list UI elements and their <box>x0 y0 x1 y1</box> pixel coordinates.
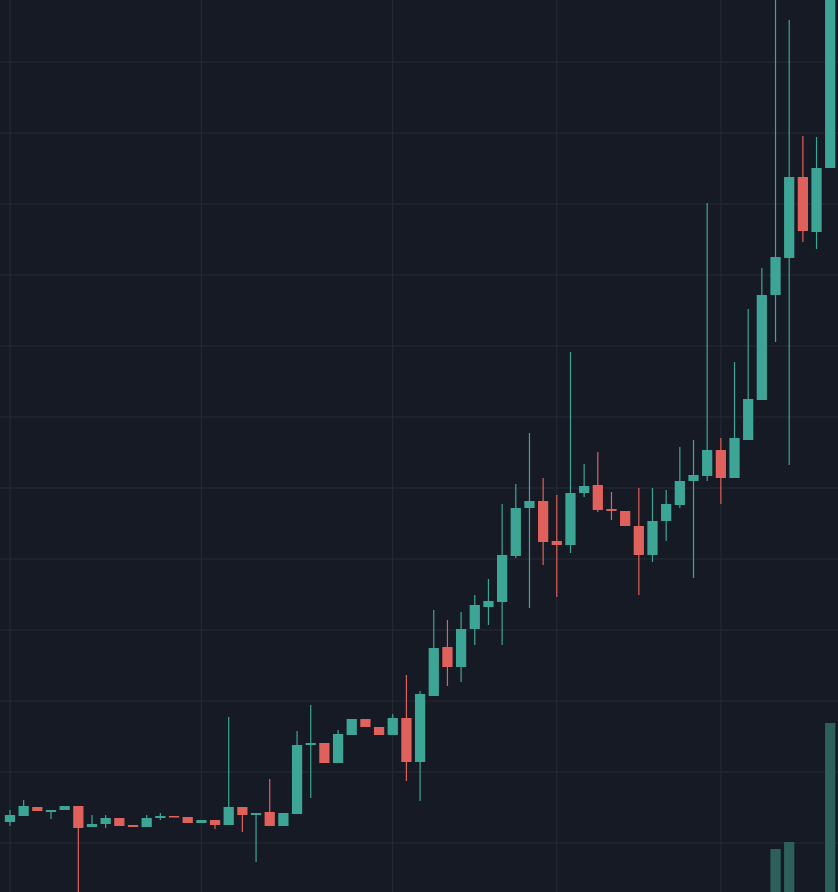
candle-body <box>373 727 385 735</box>
candle-body <box>59 806 70 810</box>
candle-body <box>237 807 248 815</box>
candle-body <box>524 501 535 508</box>
volume-bar <box>784 842 795 892</box>
candle-body <box>332 734 344 763</box>
volume-bar <box>770 849 781 892</box>
candle-body <box>127 825 139 827</box>
candle-body <box>387 718 398 735</box>
candle-body <box>633 526 644 555</box>
candle-body <box>496 555 508 602</box>
candle-body <box>86 824 98 827</box>
candle-body <box>770 257 781 295</box>
candle-body <box>141 818 152 827</box>
candle-body <box>168 816 180 818</box>
candle-body <box>414 694 426 762</box>
candle-body <box>510 508 521 556</box>
candle-body <box>565 493 576 545</box>
candle-body <box>538 501 549 542</box>
candle-body <box>278 813 289 826</box>
candle-body <box>688 475 699 481</box>
candle-body <box>196 820 207 823</box>
candle-body <box>223 807 234 825</box>
candle-body <box>45 810 57 812</box>
candle-body <box>647 521 658 555</box>
candle-body <box>250 813 262 815</box>
candle-body <box>579 486 590 493</box>
candle-body <box>702 450 713 476</box>
candle-body <box>483 601 494 607</box>
candle-body <box>264 812 275 826</box>
candle-body <box>825 0 836 168</box>
candle-body <box>455 629 467 667</box>
candle-body <box>784 177 795 258</box>
candle-body <box>401 718 412 762</box>
candle-body <box>756 295 767 400</box>
candle-body <box>114 818 125 826</box>
candle-body <box>592 485 603 510</box>
candle-body <box>661 504 672 521</box>
candle-body <box>291 745 303 814</box>
candle-body <box>319 743 330 763</box>
candle-body <box>674 481 685 505</box>
volume-bar <box>825 723 836 892</box>
candle-body <box>715 450 726 478</box>
candle-body <box>155 816 166 818</box>
candle-body <box>442 647 453 667</box>
candle-body <box>469 605 480 629</box>
candle-body <box>360 719 371 727</box>
candle-body <box>729 438 740 478</box>
candle-body <box>346 719 357 735</box>
candle-body <box>743 399 754 440</box>
candle-body <box>811 168 822 232</box>
candle-body <box>182 817 193 823</box>
candle-body <box>18 806 29 816</box>
candle-body <box>428 648 439 696</box>
candle-body <box>100 818 111 824</box>
candle-body <box>606 509 617 511</box>
candle-body <box>797 177 808 231</box>
candle-body <box>209 820 221 825</box>
candle-body <box>4 815 16 822</box>
candle-body <box>305 743 316 745</box>
candle-body <box>32 807 43 811</box>
candle-body <box>73 806 84 828</box>
candle-body <box>620 511 631 526</box>
candle-body <box>551 541 562 545</box>
